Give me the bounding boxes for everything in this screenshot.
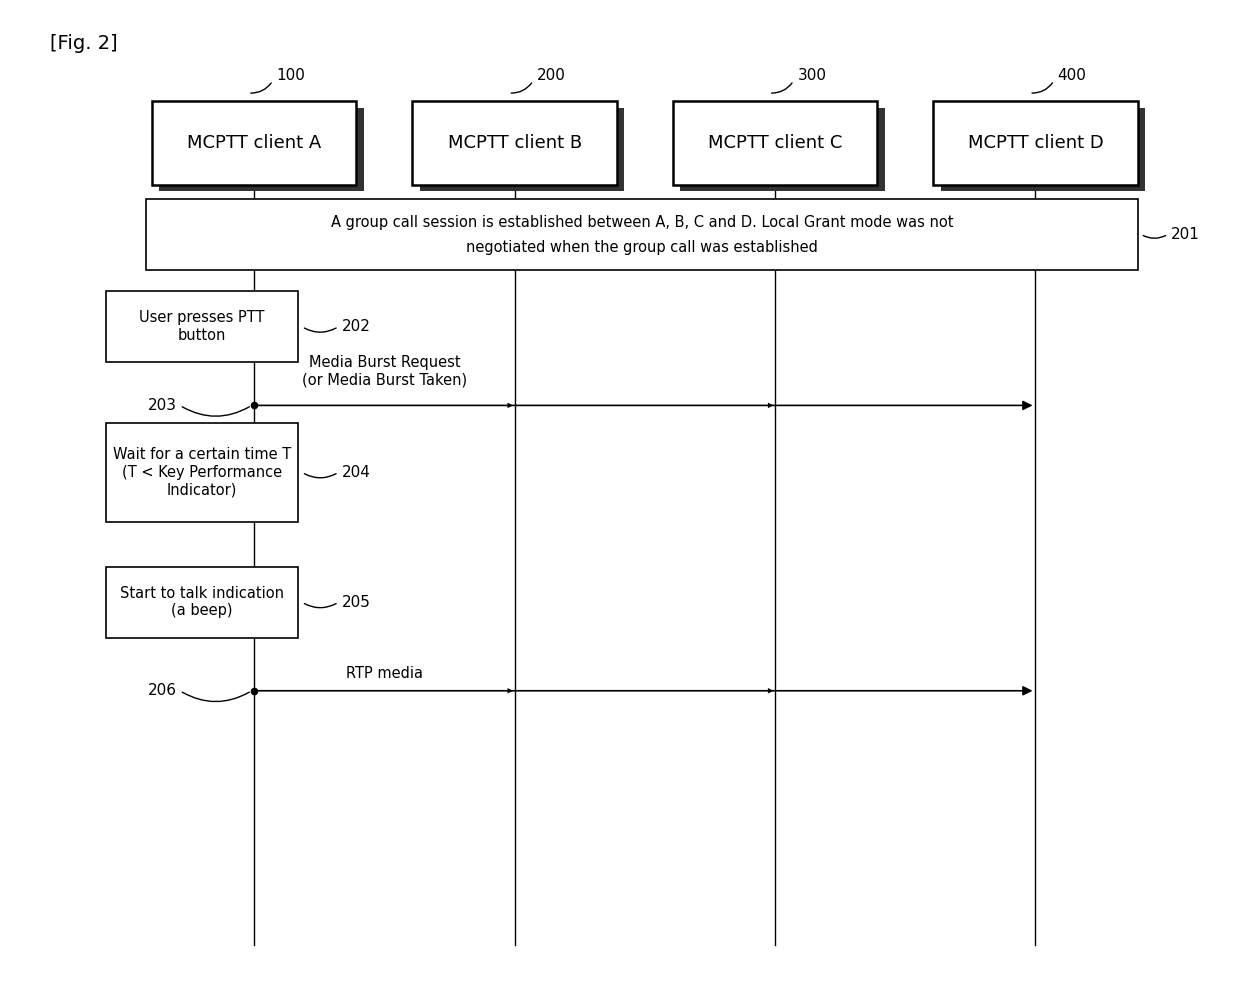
Text: 200: 200 xyxy=(537,68,565,84)
Bar xyxy=(107,291,298,362)
Bar xyxy=(932,100,1138,184)
Bar xyxy=(107,423,298,522)
Text: 201: 201 xyxy=(1171,226,1199,242)
Text: 203: 203 xyxy=(149,398,177,413)
Bar xyxy=(146,199,1138,270)
Bar xyxy=(151,100,357,184)
Text: 202: 202 xyxy=(342,319,371,335)
Text: MCPTT client B: MCPTT client B xyxy=(448,134,582,152)
Text: 100: 100 xyxy=(277,68,305,84)
Bar xyxy=(412,100,616,184)
Text: MCPTT client C: MCPTT client C xyxy=(708,134,842,152)
Text: MCPTT client A: MCPTT client A xyxy=(187,134,321,152)
Text: Start to talk indication
(a beep): Start to talk indication (a beep) xyxy=(120,586,284,618)
Bar xyxy=(672,100,878,184)
Text: 205: 205 xyxy=(342,594,371,610)
Text: Wait for a certain time T
(T < Key Performance
Indicator): Wait for a certain time T (T < Key Perfo… xyxy=(113,448,291,497)
Bar xyxy=(159,107,365,191)
Text: 400: 400 xyxy=(1058,68,1086,84)
Text: A group call session is established between A, B, C and D. Local Grant mode was : A group call session is established betw… xyxy=(331,215,954,230)
Bar xyxy=(940,107,1146,191)
Text: 204: 204 xyxy=(342,464,371,480)
Text: 300: 300 xyxy=(797,68,826,84)
Text: MCPTT client D: MCPTT client D xyxy=(967,134,1104,152)
Bar xyxy=(107,567,298,638)
Text: Media Burst Request
(or Media Burst Taken): Media Burst Request (or Media Burst Take… xyxy=(301,355,467,387)
Bar xyxy=(419,107,624,191)
Text: 206: 206 xyxy=(149,683,177,699)
Text: [Fig. 2]: [Fig. 2] xyxy=(50,34,118,53)
Text: RTP media: RTP media xyxy=(346,665,423,681)
Bar xyxy=(680,107,885,191)
Text: User presses PTT
button: User presses PTT button xyxy=(139,311,265,342)
Text: negotiated when the group call was established: negotiated when the group call was estab… xyxy=(466,240,818,256)
